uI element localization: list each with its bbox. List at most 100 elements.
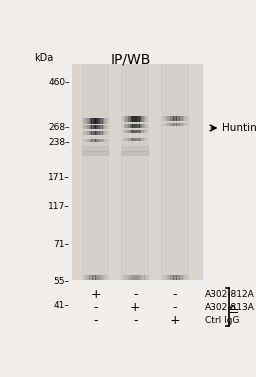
Bar [86, 139, 87, 142]
Bar [84, 125, 86, 129]
Bar [186, 123, 187, 126]
Bar [98, 118, 100, 124]
Bar [123, 116, 124, 122]
Bar [82, 275, 83, 280]
Bar [100, 139, 101, 142]
Bar [163, 275, 164, 280]
Text: +: + [130, 301, 141, 314]
Text: 460–: 460– [48, 78, 70, 87]
Bar [108, 131, 110, 135]
Bar [83, 131, 84, 135]
Bar [131, 138, 133, 141]
Bar [128, 138, 130, 141]
Bar [128, 124, 130, 127]
Bar [93, 125, 94, 129]
Bar [189, 123, 190, 126]
Bar [94, 118, 96, 124]
Bar [176, 275, 178, 280]
Bar [163, 123, 164, 126]
Bar [167, 123, 169, 126]
Bar [148, 124, 149, 127]
Bar [134, 124, 135, 127]
Bar [90, 139, 92, 142]
Bar [146, 275, 148, 280]
Bar [146, 116, 148, 122]
Bar [105, 275, 106, 280]
Bar [125, 124, 127, 127]
Bar [101, 139, 103, 142]
Bar [170, 123, 172, 126]
Text: 268–: 268– [48, 124, 70, 132]
Bar [131, 275, 132, 280]
Bar [94, 139, 96, 142]
Text: 55–: 55– [54, 277, 70, 286]
Bar [148, 138, 149, 141]
Bar [127, 116, 129, 122]
Bar [86, 131, 87, 135]
Bar [123, 138, 124, 141]
Bar [187, 116, 189, 121]
Bar [149, 275, 151, 280]
Bar [102, 275, 103, 280]
Bar [138, 124, 140, 127]
Bar [101, 125, 103, 129]
Bar [169, 123, 170, 126]
Bar [179, 116, 181, 121]
Text: -: - [93, 314, 98, 327]
Bar [89, 139, 90, 142]
Bar [148, 116, 149, 122]
Bar [105, 125, 107, 129]
Bar [121, 144, 149, 145]
Bar [124, 138, 126, 141]
Bar [145, 124, 146, 127]
Bar [181, 123, 183, 126]
Bar [131, 124, 133, 127]
Bar [189, 116, 190, 121]
Text: -: - [173, 288, 177, 301]
Bar [82, 131, 83, 135]
Bar [163, 116, 164, 121]
Bar [124, 130, 126, 133]
Bar [104, 139, 105, 142]
Bar [100, 131, 101, 135]
Bar [138, 130, 140, 133]
Bar [100, 118, 101, 124]
Bar [127, 124, 129, 127]
Bar [121, 147, 149, 149]
Bar [101, 118, 103, 124]
Bar [91, 139, 93, 142]
Bar [141, 138, 142, 141]
Bar [145, 116, 146, 122]
Bar [138, 138, 140, 141]
Bar [91, 118, 93, 124]
Bar [146, 124, 148, 127]
Bar [172, 275, 174, 280]
Bar [167, 275, 169, 280]
Bar [141, 275, 143, 280]
Bar [120, 275, 122, 280]
Bar [136, 138, 138, 141]
Bar [104, 131, 105, 135]
Bar [175, 275, 177, 280]
Bar [172, 123, 174, 126]
Bar [131, 116, 133, 122]
Bar [87, 118, 89, 124]
Bar [169, 116, 170, 121]
Bar [82, 149, 109, 150]
Bar [142, 130, 144, 133]
Bar [161, 64, 189, 280]
Text: IP: IP [230, 303, 240, 312]
Bar [131, 130, 133, 133]
Bar [82, 147, 109, 149]
Text: 171–: 171– [48, 173, 70, 182]
Bar [138, 275, 140, 280]
Bar [139, 138, 141, 141]
Text: kDa: kDa [34, 53, 53, 63]
Bar [141, 130, 142, 133]
Bar [82, 154, 109, 156]
Bar [93, 139, 94, 142]
Bar [142, 138, 144, 141]
Bar [72, 64, 203, 280]
Bar [130, 138, 131, 141]
Bar [92, 275, 94, 280]
